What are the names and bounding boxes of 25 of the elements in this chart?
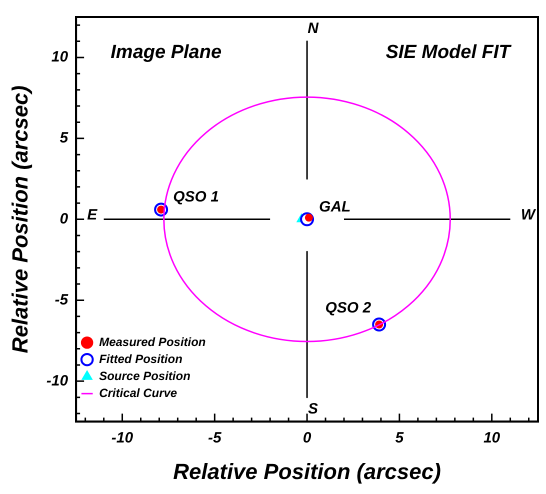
annotation: N (308, 20, 320, 38)
annotation: W (520, 206, 537, 224)
x-tick-label: 5 (395, 430, 404, 447)
annotation: SIE Model FIT (386, 42, 512, 64)
y-tick-label: 0 (60, 210, 69, 228)
y-tick-label: 5 (60, 130, 69, 147)
y-tick-label: -5 (54, 291, 69, 308)
annotation: QSO 2 (325, 300, 372, 317)
x-tick-label: 0 (302, 430, 312, 447)
y-tick-label: 10 (51, 48, 69, 66)
legend-label: Source Position (99, 368, 190, 383)
y-axis-title: Relative Position (arcsec) (7, 85, 32, 354)
annotation: QSO 1 (173, 188, 219, 206)
annotation: Image Plane (110, 42, 222, 64)
x-axis-title: Relative Position (arcsec) (173, 458, 441, 484)
y-tick-label: -10 (46, 372, 69, 390)
x-tick-label: 10 (483, 430, 501, 447)
legend-label: Fitted Position (99, 352, 182, 366)
annotation: GAL (319, 198, 351, 216)
annotation: S (308, 400, 318, 418)
legend-label: Measured Position (99, 334, 206, 349)
annotation: E (87, 206, 98, 224)
x-tick-label: -5 (208, 430, 222, 447)
annotation: Critical Curve (99, 386, 178, 400)
x-tick-label: -10 (111, 430, 134, 447)
